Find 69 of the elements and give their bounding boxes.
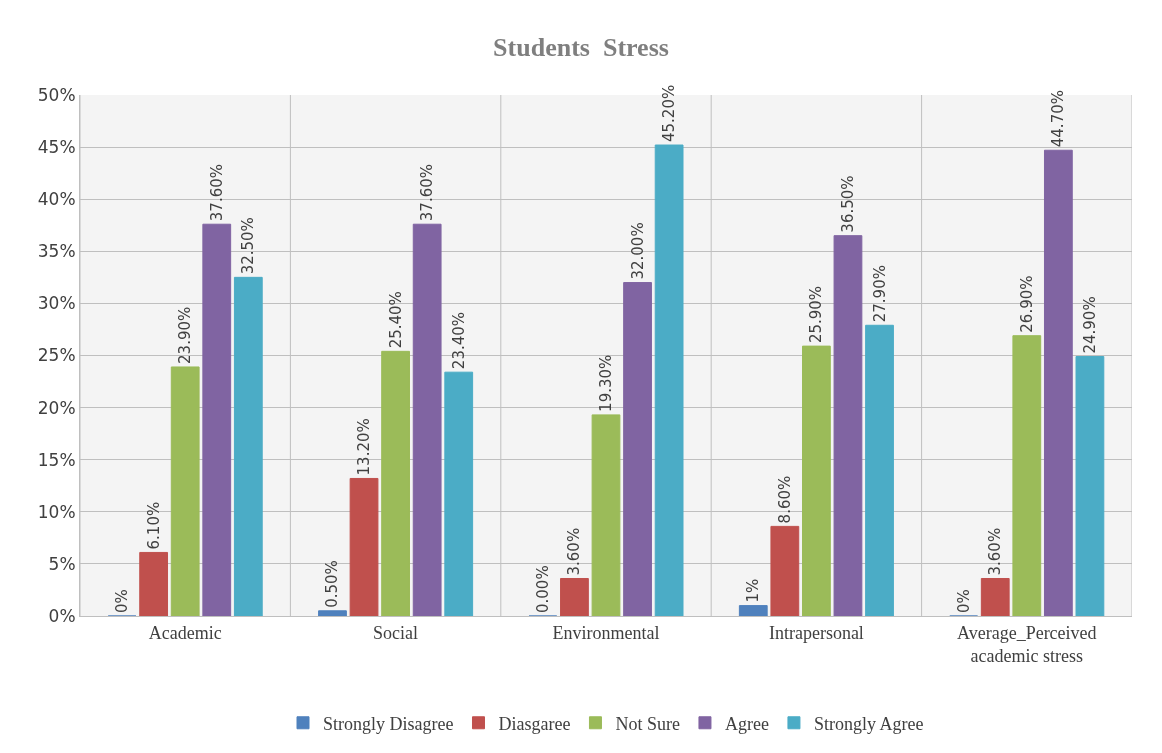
- data-label: 0%: [113, 589, 132, 613]
- x-tick-label: Academic: [148, 622, 222, 643]
- legend-label: Strongly Agree: [813, 713, 924, 734]
- x-tick-label: Social: [373, 622, 419, 643]
- chart-title: Students Stress: [493, 32, 669, 62]
- data-label: 26.90%: [1017, 275, 1036, 333]
- bar: [1043, 149, 1073, 616]
- legend-label: Agree: [724, 713, 769, 734]
- bar: [170, 366, 200, 616]
- bar: [833, 235, 863, 616]
- data-label: 3.60%: [565, 527, 584, 576]
- bar: [233, 276, 263, 616]
- y-tick-label: 50%: [37, 84, 76, 105]
- data-label: 36.50%: [838, 175, 857, 233]
- bar: [349, 477, 379, 616]
- data-label: 6.10%: [144, 501, 163, 550]
- data-label: 23.90%: [176, 306, 195, 364]
- bar: [139, 551, 169, 616]
- bar: [412, 223, 442, 616]
- bar: [623, 282, 652, 616]
- bar: [1012, 335, 1042, 616]
- data-label: 32.00%: [628, 222, 647, 280]
- y-tick-label: 40%: [37, 189, 76, 210]
- data-label: 25.40%: [386, 291, 405, 349]
- data-label: 24.90%: [1080, 296, 1099, 354]
- legend-label: Not Sure: [615, 713, 680, 734]
- data-label: 44.70%: [1049, 90, 1068, 148]
- x-tick-label: Environmental: [552, 622, 660, 643]
- data-label: 0.00%: [533, 565, 552, 613]
- y-tick-label: 30%: [37, 293, 76, 314]
- bar: [802, 345, 831, 616]
- x-tick-label: Intrapersonal: [768, 622, 864, 643]
- data-label: 37.60%: [207, 164, 226, 222]
- y-tick-label: 20%: [37, 397, 76, 418]
- legend-label: Diasgaree: [498, 713, 571, 734]
- bar: [980, 577, 1010, 616]
- data-label: 23.40%: [449, 311, 468, 370]
- data-label: 25.90%: [807, 285, 826, 344]
- data-label: 8.60%: [775, 475, 794, 524]
- data-label: 0%: [954, 589, 973, 613]
- data-label: 13.20%: [355, 418, 374, 476]
- data-label: 27.90%: [870, 265, 889, 323]
- bar: [865, 324, 894, 616]
- bar: [770, 525, 800, 616]
- y-tick-label: 45%: [37, 137, 76, 158]
- bar: [381, 350, 410, 616]
- data-label: 32.50%: [239, 217, 258, 275]
- data-label: 45.20%: [660, 84, 679, 143]
- bar: [560, 577, 589, 616]
- bar: [654, 144, 684, 616]
- y-tick-label: 35%: [37, 241, 76, 262]
- bar: [591, 414, 621, 616]
- bar: [1075, 356, 1105, 616]
- legend-label: Strongly Disagree: [323, 713, 454, 734]
- y-tick-label: 5%: [48, 553, 76, 574]
- y-tick-label: 10%: [37, 501, 76, 522]
- bar: [444, 371, 474, 616]
- data-label: 0.50%: [323, 560, 342, 608]
- data-label: 37.60%: [418, 164, 437, 222]
- y-tick-label: 15%: [37, 449, 76, 470]
- data-label: 1%: [744, 578, 763, 603]
- bar: [202, 223, 232, 616]
- data-label: 3.60%: [986, 527, 1005, 576]
- y-tick-label: 25%: [37, 345, 76, 366]
- bar: [318, 610, 347, 616]
- y-tick-label: 0%: [48, 605, 76, 626]
- bar: [738, 605, 768, 616]
- data-label: 19.30%: [597, 354, 615, 412]
- x-tick-label: Average_Perceived academic stress: [957, 622, 1097, 666]
